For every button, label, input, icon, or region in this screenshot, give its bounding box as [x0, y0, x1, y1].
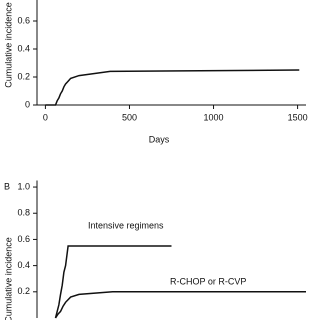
y-tick-label: 0.6 [17, 234, 30, 244]
line-series [54, 245, 172, 319]
y-tick-label: 1.0 [17, 181, 30, 191]
series-label: R-CHOP or R-CVP [170, 276, 246, 286]
y-tick-label: 0.4 [17, 43, 30, 53]
y-tick-label: 0.4 [17, 260, 30, 270]
y-tick-label: 0.8 [17, 208, 30, 218]
y-axis-label: Cumulative incidence [3, 237, 13, 320]
x-tick-label: 1000 [204, 112, 224, 122]
x-tick-label: 1500 [288, 112, 308, 122]
x-tick-label: 0 [43, 112, 48, 122]
y-tick-label: 0.2 [17, 71, 30, 81]
line-series [54, 291, 306, 319]
series-label: Intensive regimens [88, 220, 164, 230]
x-axis-label: Days [149, 134, 170, 144]
y-tick-label: 0.2 [17, 286, 30, 296]
line-series [45, 69, 300, 106]
y-tick-label: 0 [25, 99, 30, 109]
y-tick-label: 0.6 [17, 15, 30, 25]
panel-label: B [4, 181, 10, 191]
x-tick-label: 500 [122, 112, 137, 122]
y-axis-label: Cumulative incidence [3, 2, 13, 88]
